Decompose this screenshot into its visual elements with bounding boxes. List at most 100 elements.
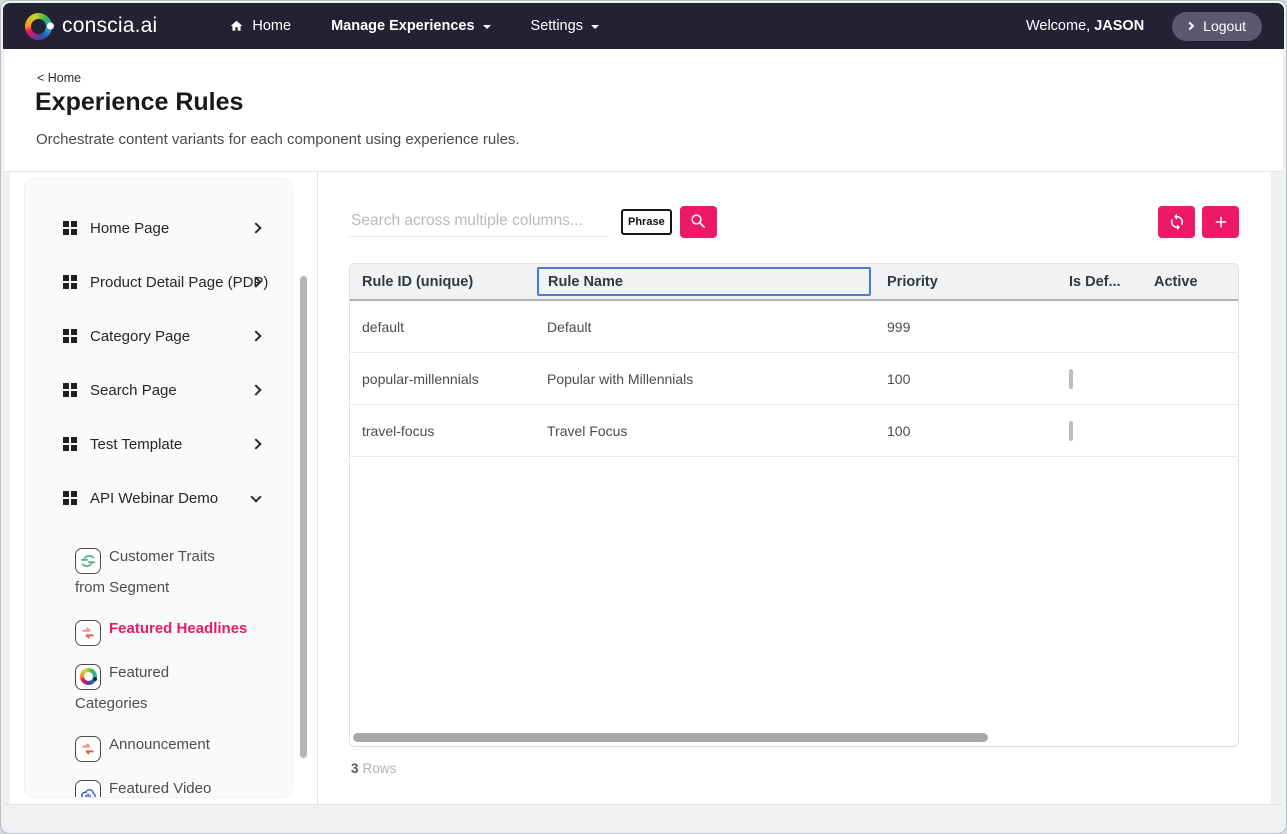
shuffle-arrows-icon — [75, 620, 101, 646]
chevron-right-icon — [250, 330, 262, 342]
search-icon — [691, 214, 705, 229]
row-count-label: Rows — [362, 761, 397, 776]
subitem-label: Announcement — [109, 735, 210, 753]
cell-rule-id: default — [362, 318, 405, 335]
sidebar-item-category-page[interactable]: Category Page — [25, 309, 292, 363]
sidebar-subitem-featured-headlines[interactable]: Featured Headlines — [75, 615, 248, 646]
col-header-rule-name[interactable]: Rule Name — [535, 267, 875, 296]
nav-home-label: Home — [252, 18, 292, 34]
caret-down-icon — [590, 25, 599, 29]
cell-rule-name: Travel Focus — [547, 422, 628, 439]
phrase-toggle-button[interactable]: Phrase — [621, 208, 672, 235]
sidebar-item-label: Category Page — [90, 327, 191, 345]
table-row[interactable]: popular-millennials Popular with Millenn… — [350, 353, 1238, 405]
subitem-label: Featured Categories — [75, 664, 170, 712]
table-row[interactable]: default Default 999 — [350, 301, 1238, 353]
sidebar-item-label: API Webinar Demo — [90, 489, 219, 507]
welcome-prefix: Welcome, — [1025, 18, 1091, 34]
breadcrumb[interactable]: < Home — [37, 71, 82, 85]
cell-rule-name: Default — [547, 318, 592, 335]
sidebar-subitem-featured-video[interactable]: Featured Video — [75, 775, 245, 797]
cloud-video-icon — [75, 780, 101, 797]
welcome-text: Welcome, JASON — [1026, 18, 1144, 34]
refresh-icon — [1170, 213, 1183, 230]
sidebar-sublist: Customer Traits from Segment Featured He… — [25, 543, 248, 797]
focused-column-header[interactable]: Rule Name — [537, 267, 871, 296]
sidebar-panel: Home Page Product Detail Page (PDP) Cate… — [24, 178, 293, 798]
nav-home[interactable]: Home — [229, 18, 291, 34]
grid-icon — [63, 329, 77, 343]
sidebar-subitem-customer-traits[interactable]: Customer Traits from Segment — [75, 543, 245, 602]
footer-strip — [4, 804, 1283, 830]
subitem-label: Customer Traits from Segment — [75, 548, 215, 596]
chevron-right-icon — [250, 438, 262, 450]
plus-icon — [1215, 216, 1226, 227]
sidebar-scrollbar[interactable] — [300, 276, 307, 758]
segment-icon — [75, 548, 101, 574]
toolbar-actions — [1158, 205, 1239, 238]
sidebar-item-api-webinar-demo[interactable]: API Webinar Demo — [25, 471, 292, 525]
shuffle-arrows-icon — [75, 735, 101, 762]
cell-is-default — [1057, 368, 1142, 389]
page-header: < Home Experience Rules Orchestrate cont… — [4, 49, 1283, 172]
main-panel: Phrase — [318, 172, 1271, 804]
page-subtitle: Orchestrate content variants for each co… — [36, 131, 520, 148]
table-row[interactable]: travel-focus Travel Focus 100 — [350, 405, 1238, 457]
subitem-label: Featured Headlines — [109, 620, 248, 637]
grid-icon — [63, 221, 77, 235]
page-title: Experience Rules — [35, 88, 244, 116]
sidebar: Home Page Product Detail Page (PDP) Cate… — [10, 172, 318, 804]
col-header-rule-id[interactable]: Rule ID (unique) — [362, 273, 474, 290]
subitem-label: Featured Video — [109, 779, 212, 797]
add-rule-button[interactable] — [1202, 205, 1239, 238]
cell-is-default — [1057, 420, 1142, 441]
sidebar-item-product-detail-page[interactable]: Product Detail Page (PDP) — [25, 255, 292, 309]
chevron-right-icon — [250, 222, 262, 234]
grid-icon — [63, 491, 77, 505]
nav-manage-experiences[interactable]: Manage Experiences — [331, 18, 491, 34]
horizontal-scrollbar[interactable] — [353, 733, 988, 742]
sidebar-item-label: Search Page — [90, 381, 177, 399]
chevron-down-icon — [250, 490, 262, 503]
search-input[interactable] — [349, 206, 609, 237]
is-default-checkbox[interactable] — [1069, 368, 1073, 389]
is-default-checkbox[interactable] — [1069, 420, 1073, 441]
table-header-row: Rule ID (unique) Rule Name Priority Is D… — [350, 264, 1238, 301]
brand-name: conscia.ai — [62, 14, 158, 37]
grid-icon — [63, 275, 77, 289]
sidebar-item-home-page[interactable]: Home Page — [25, 201, 292, 255]
sidebar-item-label: Test Template — [90, 435, 183, 453]
toolbar: Phrase — [349, 205, 1239, 238]
conscia-logo-icon — [25, 12, 52, 40]
nav-settings[interactable]: Settings — [531, 18, 599, 34]
sidebar-item-search-page[interactable]: Search Page — [25, 363, 292, 417]
col-header-active[interactable]: Active — [1154, 273, 1198, 290]
row-count-number: 3 — [351, 761, 359, 776]
chevron-right-icon — [1185, 21, 1195, 31]
col-header-is-default[interactable]: Is Def... — [1069, 273, 1121, 290]
username: JASON — [1094, 18, 1145, 34]
col-header-priority[interactable]: Priority — [887, 273, 938, 290]
nav-manage-experiences-label: Manage Experiences — [331, 18, 475, 34]
sidebar-item-label: Home Page — [90, 219, 170, 237]
cell-priority: 999 — [887, 318, 911, 335]
cell-priority: 100 — [887, 370, 911, 387]
search-button[interactable] — [679, 205, 717, 238]
content-area: Home Page Product Detail Page (PDP) Cate… — [10, 172, 1271, 804]
sidebar-subitem-announcement[interactable]: Announcement — [75, 731, 245, 762]
sidebar-item-test-template[interactable]: Test Template — [25, 417, 292, 471]
row-count: 3 Rows — [351, 761, 396, 776]
sidebar-subitem-featured-categories[interactable]: Featured Categories — [75, 659, 245, 718]
logout-label: Logout — [1203, 18, 1246, 34]
cell-rule-id: popular-millennials — [362, 370, 479, 387]
sidebar-item-label: Product Detail Page (PDP) — [90, 273, 269, 291]
home-icon — [231, 20, 243, 31]
refresh-button[interactable] — [1158, 205, 1195, 238]
grid-icon — [63, 383, 77, 397]
nav-links: Home Manage Experiences Settings — [229, 18, 599, 34]
brand-logo[interactable]: conscia.ai — [25, 12, 158, 40]
caret-down-icon — [482, 25, 491, 29]
cell-rule-id: travel-focus — [362, 422, 435, 439]
logout-button[interactable]: Logout — [1172, 11, 1262, 41]
